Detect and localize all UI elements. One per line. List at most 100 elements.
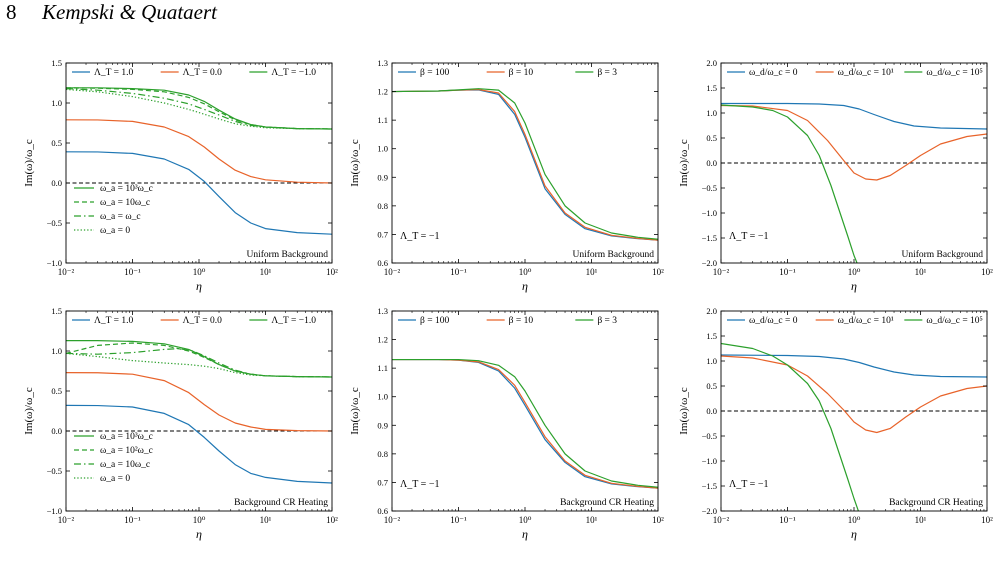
y-tick-label: 1.5 [706, 331, 717, 341]
x-tick-label: 10² [652, 267, 664, 277]
y-tick-label: 0.8 [377, 449, 388, 459]
style-legend-label: ω_a = 10³ω_c [100, 184, 153, 194]
series-line-2 [392, 358, 658, 489]
legend-label: Λ_T = −1.0 [271, 316, 316, 326]
y-tick-label: 1.3 [377, 58, 388, 68]
x-tick-label: 10⁻¹ [450, 515, 467, 525]
side-label: Λ_T = −1 [729, 231, 768, 242]
page-number: 8 [6, 0, 17, 24]
x-tick-label: 10¹ [586, 267, 598, 277]
series-line-1 [392, 89, 658, 241]
x-tick-label: 10⁻² [384, 267, 401, 277]
series-line-3 [721, 342, 860, 511]
style-legend-label: ω_a = 10ω_c [100, 198, 150, 208]
chart-panel-5: 10⁻² 10⁻¹ 10⁰ 10¹ 10² 0.6 0.7 0.8 0.9 1.0 1.1 1.2 1.… [349, 306, 664, 541]
series-line-4 [66, 342, 332, 378]
series-line-4 [66, 87, 332, 130]
x-tick-label: 10⁻² [384, 515, 401, 525]
y-tick-label: 0.0 [51, 178, 62, 188]
x-axis-label: η [522, 527, 528, 541]
x-tick-label: 10⁻² [713, 267, 730, 277]
y-tick-label: −1.5 [702, 481, 717, 491]
legend-label: Λ_T = 1.0 [94, 68, 134, 78]
legend-label: β = 10 [509, 68, 534, 78]
panel-annotation: Background CR Heating [234, 498, 328, 508]
x-tick-label: 10⁰ [193, 267, 206, 277]
x-tick-label: 10⁻¹ [124, 267, 141, 277]
panel-annotation: Uniform Background [572, 249, 654, 260]
style-legend-label: ω_a = 10ω_c [100, 460, 150, 470]
legend-label: ω_d/ω_c = 10¹ [838, 68, 894, 78]
series-line-3 [721, 104, 858, 263]
series-line-5 [66, 88, 332, 130]
y-tick-label: −1.0 [702, 456, 717, 466]
y-tick-label: −0.5 [47, 466, 62, 476]
chart-panel-4: 10⁻² 10⁻¹ 10⁰ 10¹ 10² −1.0 −0.5 0.0 0.5 1.0 1.5 η Im… [23, 306, 338, 541]
running-header-authors: Kempski & Quataert [42, 0, 217, 24]
side-label: Λ_T = −1 [400, 479, 439, 490]
style-legend-label: ω_a = 0 [100, 474, 130, 484]
y-tick-label: 1.0 [51, 98, 62, 108]
legend-label: Λ_T = 1.0 [94, 316, 134, 326]
y-tick-label: 0.5 [51, 386, 62, 396]
x-tick-label: 10⁰ [193, 515, 206, 525]
y-tick-label: 1.5 [51, 58, 62, 68]
y-tick-label: 0.0 [706, 406, 717, 416]
y-tick-label: 0.9 [377, 420, 388, 430]
x-tick-label: 10⁻² [58, 515, 75, 525]
y-tick-label: 1.1 [377, 363, 388, 373]
x-axis-label: η [196, 527, 202, 541]
page-header: 8 Kempski & Quataert [6, 0, 406, 40]
x-tick-label: 10¹ [260, 267, 272, 277]
x-tick-label: 10⁰ [519, 515, 532, 525]
y-tick-label: 2.0 [706, 306, 717, 316]
y-tick-label: −1.0 [702, 208, 717, 218]
series-line-3 [392, 358, 658, 488]
series-line-2 [66, 119, 332, 184]
series-line-1 [721, 102, 987, 130]
series-line-6 [66, 88, 332, 130]
y-axis-label: Im(ω)/ω_c [23, 139, 35, 187]
y-tick-label: 1.1 [377, 115, 388, 125]
y-tick-label: 1.2 [377, 87, 388, 97]
chart-panel-2: 10⁻² 10⁻¹ 10⁰ 10¹ 10² 0.6 0.7 0.8 0.9 1.0 1.1 1.2 1.… [349, 58, 664, 293]
series-line-1 [66, 151, 332, 235]
x-tick-label: 10¹ [260, 515, 272, 525]
x-tick-label: 10¹ [586, 515, 598, 525]
y-tick-label: −2.0 [702, 506, 717, 516]
x-tick-label: 10² [981, 267, 993, 277]
y-tick-label: 0.0 [706, 158, 717, 168]
y-axis-label: Im(ω)/ω_c [23, 387, 35, 435]
style-legend-label: ω_a = ω_c [100, 212, 141, 222]
legend-label: Λ_T = −1.0 [271, 68, 316, 78]
y-tick-label: 1.0 [706, 108, 717, 118]
panel-grid: 10⁻² 10⁻¹ 10⁰ 10¹ 10² −1.0 −0.5 0.0 0.5 1.0 1.5 η Im… [23, 58, 993, 541]
x-tick-label: 10⁻¹ [450, 267, 467, 277]
y-tick-label: 0.6 [377, 258, 388, 268]
series-line-1 [66, 404, 332, 484]
y-tick-label: −0.5 [47, 218, 62, 228]
x-tick-label: 10⁻¹ [779, 267, 796, 277]
y-axis-label: Im(ω)/ω_c [349, 139, 361, 187]
style-legend-label: ω_a = 0 [100, 226, 130, 236]
x-tick-label: 10⁻¹ [124, 515, 141, 525]
legend-label: β = 3 [597, 68, 617, 78]
y-axis-label: Im(ω)/ω_c [349, 387, 361, 435]
panel-annotation: Uniform Background [246, 249, 328, 260]
y-tick-label: 0.7 [377, 229, 388, 239]
series-line-1 [392, 358, 658, 489]
series-line-2 [66, 372, 332, 432]
y-axis-label: Im(ω)/ω_c [678, 139, 690, 187]
legend-label: ω_d/ω_c = 0 [749, 68, 798, 78]
x-axis-label: η [196, 279, 202, 293]
series-line-2 [721, 104, 987, 181]
y-tick-label: −1.0 [47, 506, 62, 516]
y-tick-label: −1.0 [47, 258, 62, 268]
x-axis-label: η [851, 279, 857, 293]
x-tick-label: 10¹ [915, 515, 927, 525]
series-line-3 [66, 340, 332, 378]
y-tick-label: 0.5 [51, 138, 62, 148]
y-tick-label: 1.0 [706, 356, 717, 366]
panel-annotation: Background CR Heating [889, 498, 983, 508]
